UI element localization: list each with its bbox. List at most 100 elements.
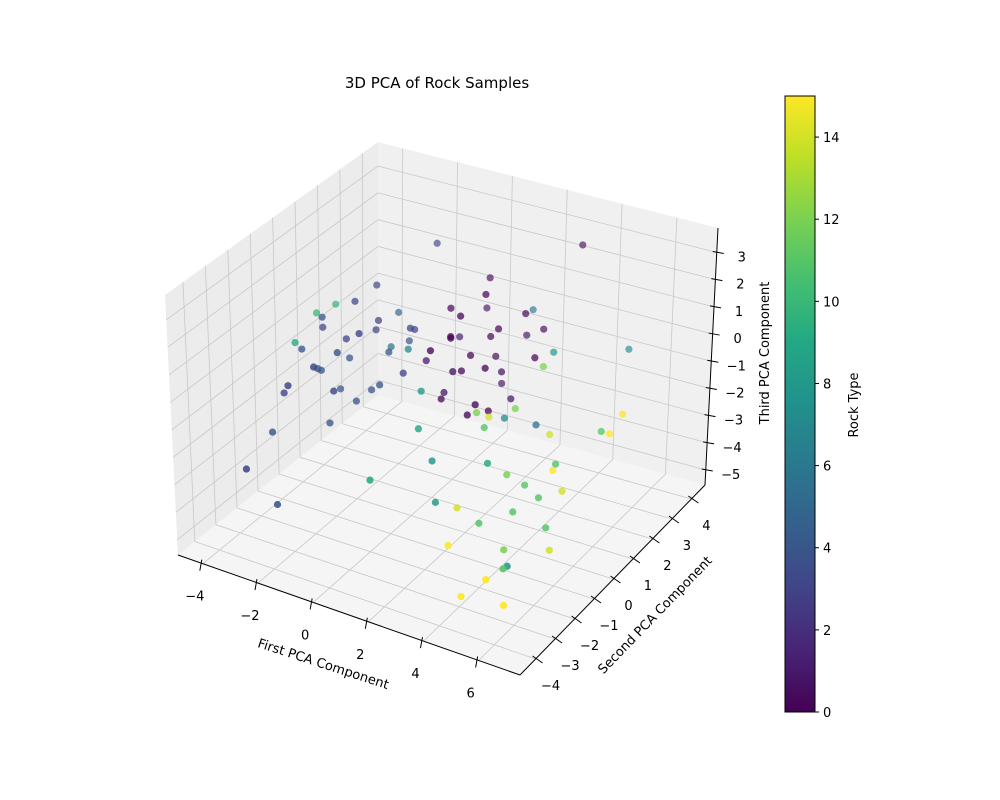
colorbar-tick-label: 2	[823, 624, 831, 639]
data-point	[310, 363, 318, 371]
data-point	[509, 508, 517, 516]
data-point	[457, 592, 465, 601]
y-tick-label: 4	[702, 519, 710, 534]
data-point	[483, 459, 492, 467]
x-tick-label: 0	[301, 628, 309, 643]
y-tick-label: 2	[663, 559, 671, 574]
grid-line-x	[312, 430, 508, 603]
data-point	[534, 494, 543, 502]
data-point	[280, 389, 288, 397]
data-point	[484, 407, 492, 415]
data-point	[298, 345, 306, 353]
z-tick-label: −1	[727, 359, 746, 374]
data-point	[542, 524, 550, 532]
grid-line-y	[361, 153, 364, 407]
z-tick-mark	[701, 468, 713, 472]
y-tick-label: −3	[560, 659, 579, 674]
data-point	[346, 354, 354, 362]
data-point	[449, 368, 457, 376]
x-tick-label: 4	[411, 667, 419, 682]
data-point	[372, 326, 380, 334]
data-point	[318, 313, 326, 321]
data-point	[395, 308, 403, 316]
data-point	[511, 404, 519, 413]
y-tick-mark	[688, 495, 699, 504]
grid-line-z	[377, 379, 706, 471]
data-point	[456, 333, 464, 341]
data-point	[426, 347, 435, 355]
z-tick-mark	[711, 278, 723, 282]
data-point	[376, 381, 384, 389]
grid-line-z	[377, 272, 712, 362]
data-point	[447, 304, 455, 312]
grid-line-y	[339, 169, 343, 424]
data-points	[242, 239, 633, 609]
data-point	[551, 460, 560, 468]
y-tick-label: −2	[580, 639, 599, 654]
data-point	[487, 332, 495, 341]
data-point	[529, 306, 537, 314]
data-point	[405, 337, 413, 345]
left-pane	[165, 142, 378, 555]
data-point	[355, 329, 363, 338]
x-tick-mark	[364, 617, 368, 629]
z-tick-mark	[712, 250, 724, 254]
colorbar-tick-label: 0	[823, 706, 831, 721]
grid-line-z	[377, 299, 710, 389]
grid-line-y	[215, 524, 556, 640]
data-point	[483, 304, 491, 312]
data-point	[399, 369, 407, 377]
x-tick-mark	[254, 578, 258, 591]
y-tick-mark	[629, 555, 641, 564]
data-point	[242, 465, 251, 473]
grid-line-x	[423, 459, 613, 642]
data-point	[284, 382, 292, 390]
z-tick-label: 1	[735, 305, 743, 320]
grid-line-y	[278, 473, 614, 580]
colorbar-tick-label: 14	[823, 131, 840, 146]
data-point	[351, 297, 359, 305]
grid-line-z	[377, 165, 717, 253]
x-tick-mark	[199, 559, 203, 571]
data-point	[444, 541, 452, 550]
grid-line-z	[167, 192, 379, 348]
data-point	[440, 388, 448, 397]
y-tick-label: −4	[541, 679, 560, 694]
y-tick-mark	[649, 535, 660, 544]
data-point	[507, 395, 515, 403]
z-tick-label: −3	[724, 414, 743, 429]
colorbar-tick-label: 12	[823, 213, 840, 228]
grid-line-z	[170, 246, 379, 403]
colorbar-tick-label: 4	[823, 542, 831, 557]
grid-line-y	[321, 440, 653, 540]
grid-line-y	[299, 456, 634, 560]
data-point	[497, 368, 506, 376]
colorbar-tick-label: 10	[823, 295, 840, 310]
data-point	[522, 310, 530, 318]
y-tick-mark	[532, 655, 543, 664]
data-point	[499, 565, 507, 573]
data-point	[475, 519, 483, 527]
data-point	[453, 504, 461, 512]
z-tick-mark	[707, 359, 719, 363]
grid-line-z	[377, 326, 709, 417]
y-axis-line	[519, 484, 706, 676]
data-point	[352, 397, 361, 405]
grid-line-x	[612, 203, 623, 460]
grid-line-z	[377, 219, 715, 308]
z-tick-label: −2	[725, 386, 744, 401]
data-point	[319, 323, 327, 331]
data-point	[539, 362, 547, 371]
colorbar-tick-label: 6	[823, 460, 831, 475]
data-point	[558, 487, 566, 495]
data-point	[366, 476, 374, 484]
data-point	[332, 300, 340, 308]
data-point	[605, 430, 614, 438]
x-tick-mark	[419, 637, 423, 649]
colorbar-label: Rock Type	[847, 372, 862, 437]
x-tick-label: −2	[240, 609, 259, 624]
data-point	[457, 312, 465, 320]
grid-line-y	[294, 201, 301, 458]
data-point	[422, 357, 430, 365]
grid-line-z	[174, 326, 379, 486]
